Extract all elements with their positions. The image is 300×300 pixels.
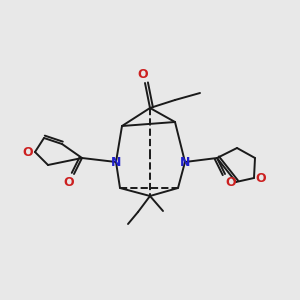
Text: N: N <box>111 155 121 169</box>
Text: O: O <box>64 176 74 188</box>
Text: N: N <box>180 155 190 169</box>
Text: O: O <box>226 176 236 188</box>
Text: O: O <box>138 68 148 80</box>
Text: O: O <box>23 146 33 158</box>
Text: O: O <box>256 172 266 184</box>
